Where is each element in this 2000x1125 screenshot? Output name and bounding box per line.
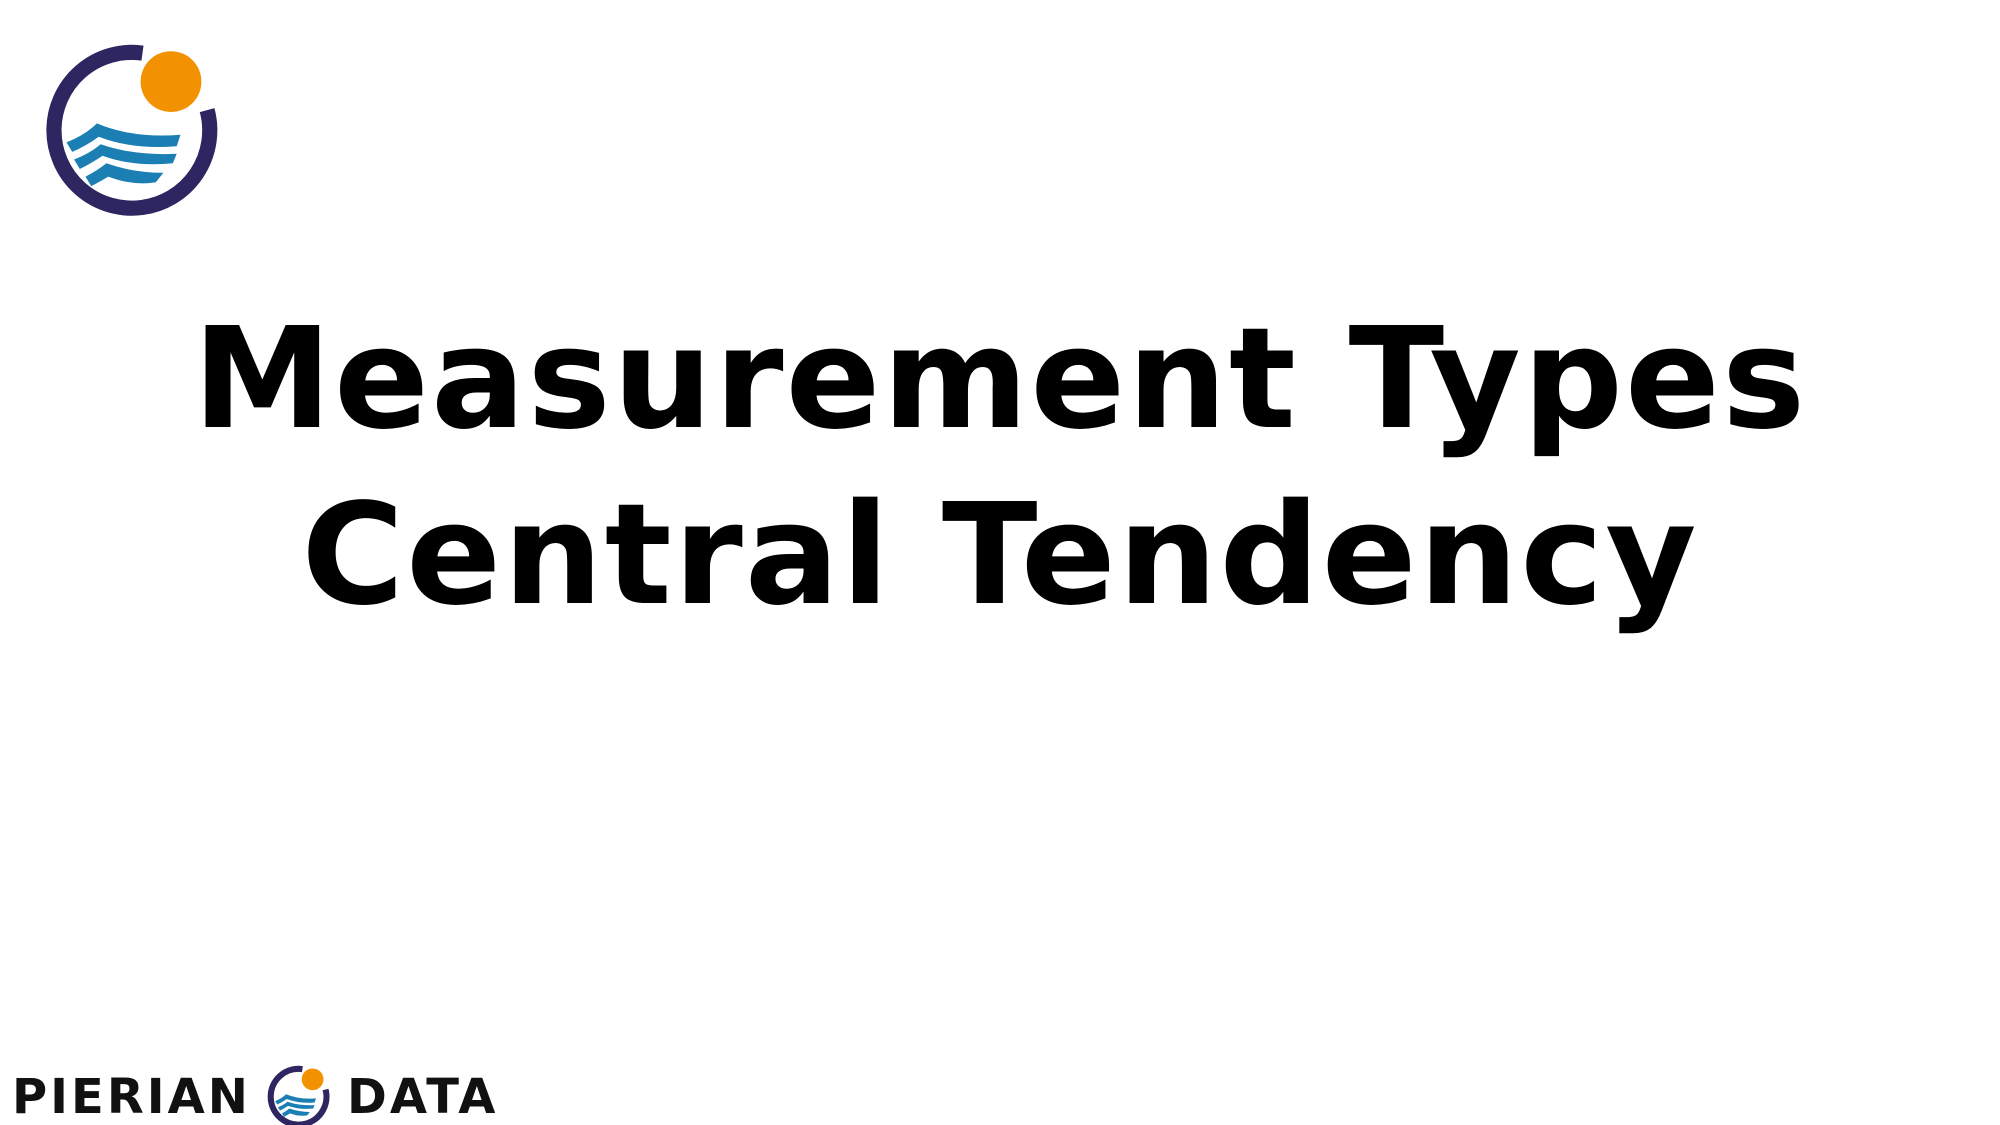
footer-brand: PIERIAN DATA [12,1062,498,1125]
brand-text-left: PIERIAN [12,1069,251,1125]
slide-title: Measurement Types Central Tendency [0,292,2000,644]
brand-text-right: DATA [346,1069,499,1125]
title-line-2: Central Tendency [301,474,1699,637]
pierian-logo-icon [46,44,218,216]
title-line-1: Measurement Types [192,298,1808,461]
pierian-small-logo-icon [267,1065,330,1125]
